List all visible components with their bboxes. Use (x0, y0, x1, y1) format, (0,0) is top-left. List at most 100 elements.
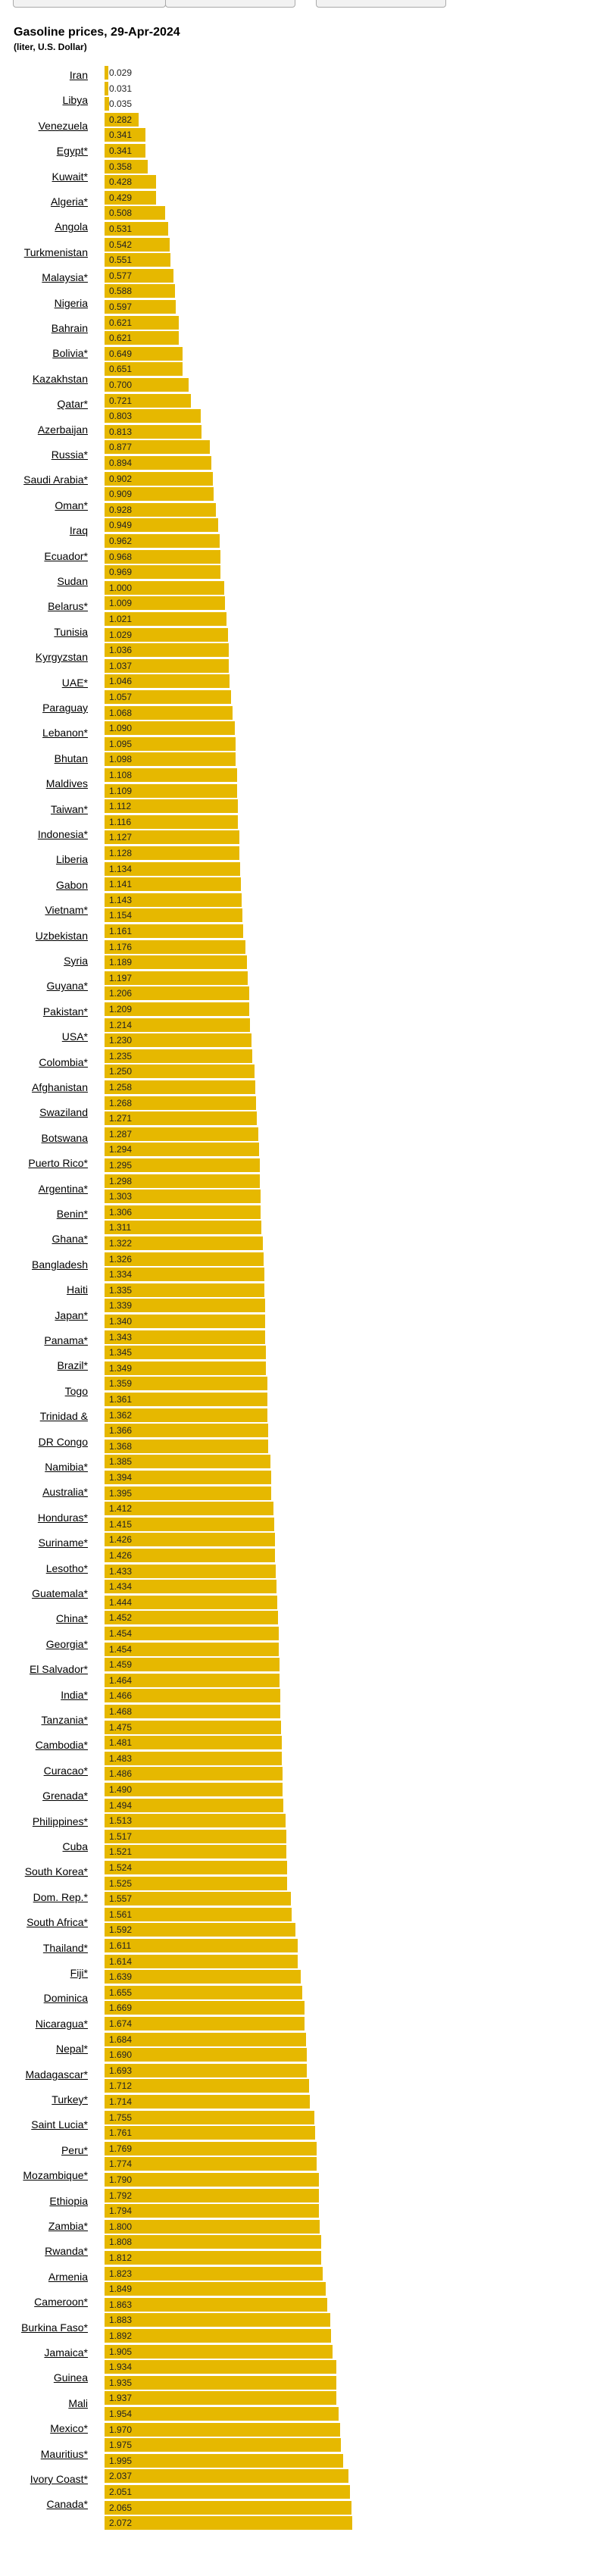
country-link[interactable]: El Salvador* (29, 1663, 88, 1676)
country-link[interactable]: Guyana* (46, 980, 88, 993)
country-link[interactable]: Canada* (46, 2498, 89, 2511)
country-link[interactable]: Venezuela (38, 119, 88, 132)
country-link[interactable]: Oman* (55, 499, 88, 511)
country-link[interactable]: Benin* (56, 1208, 88, 1220)
tab-button[interactable] (165, 0, 295, 8)
country-link[interactable]: Rwanda* (45, 2245, 88, 2258)
country-link[interactable]: Zambia* (48, 2220, 88, 2232)
country-link[interactable]: Bolivia* (52, 347, 88, 360)
country-link[interactable]: Dominica (43, 1992, 88, 2005)
country-link[interactable]: Thailand* (42, 1941, 88, 1954)
country-link[interactable]: Togo (64, 1384, 88, 1397)
country-link[interactable]: Dom. Rep.* (33, 1890, 88, 1903)
tab-button[interactable] (316, 0, 446, 8)
country-link[interactable]: Qatar* (57, 398, 88, 411)
country-link[interactable]: Egypt* (56, 145, 88, 158)
country-link[interactable]: Cambodia* (35, 1739, 88, 1752)
country-link[interactable]: Georgia* (45, 1637, 88, 1650)
country-link[interactable]: Maldives (45, 777, 88, 790)
country-link[interactable]: Botswana (41, 1131, 88, 1144)
country-link[interactable]: Nicaragua* (35, 2017, 88, 2030)
country-link[interactable]: Bahrain (51, 322, 88, 334)
country-link[interactable]: Bhutan (54, 752, 88, 764)
country-link[interactable]: Ghana* (52, 1233, 88, 1246)
country-link[interactable]: Guinea (53, 2371, 88, 2384)
country-link[interactable]: UAE* (61, 676, 88, 689)
country-link[interactable]: Guatemala* (32, 1587, 88, 1599)
country-link[interactable]: Swaziland (39, 1106, 88, 1119)
country-link[interactable]: Sudan (57, 575, 88, 587)
country-link[interactable]: Vietnam* (45, 904, 88, 917)
country-link[interactable]: Trinidad & (39, 1410, 88, 1423)
country-link[interactable]: Panama* (44, 1334, 88, 1346)
country-link[interactable]: Japan* (55, 1308, 88, 1321)
country-link[interactable]: Turkmenistan (23, 245, 88, 258)
country-link[interactable]: Paraguay (42, 702, 88, 714)
country-link[interactable]: Pakistan* (42, 1005, 88, 1018)
country-link[interactable]: Tunisia (54, 625, 88, 638)
country-link[interactable]: Namibia* (45, 1461, 88, 1473)
country-link[interactable]: Haiti (66, 1283, 88, 1296)
country-link[interactable]: Cameroon* (34, 2296, 88, 2309)
country-link[interactable]: Russia* (51, 449, 88, 461)
country-link[interactable]: Philippines* (32, 1815, 88, 1827)
country-link[interactable]: Iraq (69, 524, 88, 537)
country-link[interactable]: Puerto Rico* (28, 1157, 88, 1170)
country-link[interactable]: Nepal* (55, 2043, 88, 2055)
country-link[interactable]: Iran (69, 69, 88, 81)
country-link[interactable]: Burkina Faso* (21, 2321, 88, 2334)
country-link[interactable]: Lebanon* (42, 727, 88, 739)
country-link[interactable]: Liberia (55, 853, 88, 866)
country-link[interactable]: South Korea* (24, 1865, 88, 1878)
country-link[interactable]: Australia* (42, 1486, 88, 1499)
country-link[interactable]: Nigeria (54, 296, 88, 309)
country-link[interactable]: Tanzania* (41, 1714, 89, 1726)
country-link[interactable]: Jamaica* (44, 2346, 88, 2359)
country-link[interactable]: DR Congo (38, 1435, 88, 1448)
country-link[interactable]: Grenada* (42, 1790, 88, 1802)
country-link[interactable]: Curacao* (43, 1764, 88, 1777)
country-link[interactable]: Algeria* (50, 195, 88, 208)
country-link[interactable]: Angola (55, 220, 88, 233)
country-link[interactable]: Taiwan* (50, 802, 88, 815)
country-link[interactable]: Uzbekistan (35, 929, 88, 942)
country-link[interactable]: Peru* (61, 2143, 88, 2156)
country-link[interactable]: USA* (61, 1030, 88, 1043)
country-link[interactable]: Kuwait* (52, 170, 88, 183)
country-link[interactable]: Armenia (48, 2270, 88, 2283)
country-link[interactable]: Afghanistan (32, 1081, 88, 1093)
country-link[interactable]: Saint Lucia* (31, 2118, 88, 2131)
country-link[interactable]: China* (55, 1612, 88, 1625)
country-link[interactable]: Azerbaijan (37, 423, 88, 436)
country-link[interactable]: Mali (68, 2396, 88, 2409)
country-link[interactable]: Ecuador* (44, 549, 88, 562)
tab-button[interactable] (13, 0, 166, 8)
country-link[interactable]: Madagascar* (25, 2068, 89, 2080)
country-link[interactable]: Mozambique* (23, 2169, 88, 2182)
country-link[interactable]: Malaysia* (42, 271, 88, 284)
country-link[interactable]: Bangladesh (32, 1258, 88, 1271)
country-link[interactable]: Turkey* (52, 2093, 88, 2106)
country-link[interactable]: Suriname* (38, 1537, 88, 1549)
country-link[interactable]: Kazakhstan (32, 372, 88, 385)
country-link[interactable]: Belarus* (48, 600, 88, 613)
country-link[interactable]: Fiji* (70, 1967, 88, 1979)
country-link[interactable]: Kyrgyzstan (35, 651, 88, 664)
country-link[interactable]: Gabon (55, 878, 88, 891)
country-link[interactable]: Ethiopia (49, 2194, 88, 2207)
country-link[interactable]: Cuba (62, 1840, 88, 1852)
country-link[interactable]: Indonesia* (37, 828, 88, 840)
country-link[interactable]: Mauritius* (40, 2447, 88, 2460)
country-link[interactable]: Mexico* (50, 2422, 88, 2435)
country-link[interactable]: Argentina* (38, 1182, 88, 1195)
country-link[interactable]: Brazil* (57, 1359, 88, 1372)
country-link[interactable]: Syria (64, 955, 88, 967)
country-link[interactable]: Lesotho* (45, 1562, 88, 1574)
country-link[interactable]: Saudi Arabia* (23, 474, 88, 486)
country-link[interactable]: India* (61, 1688, 88, 1701)
country-link[interactable]: Ivory Coast* (30, 2473, 88, 2485)
country-link[interactable]: Colombia* (39, 1055, 88, 1068)
country-link[interactable]: Libya (62, 94, 88, 107)
country-link[interactable]: Honduras* (37, 1511, 88, 1524)
country-link[interactable]: South Africa* (27, 1916, 88, 1929)
